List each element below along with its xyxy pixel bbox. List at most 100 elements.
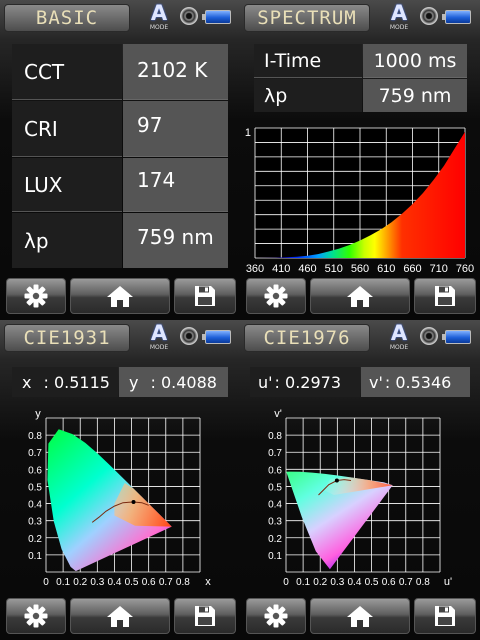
settings-button[interactable] [246, 598, 306, 634]
home-icon [347, 286, 373, 307]
mode-label: MODE [389, 24, 409, 31]
battery-icon [202, 330, 231, 344]
c31-y-tick-label: 0.7 [28, 448, 42, 459]
peak-wavelength-label: λp [12, 213, 122, 268]
gear-icon [24, 284, 48, 308]
c31-y-tick-label: 0.1 [28, 551, 42, 562]
spectrum-x-tick-label: 460 [298, 263, 316, 275]
spectrum-x-tick-label: 610 [377, 263, 395, 275]
home-button[interactable] [310, 598, 410, 634]
cie1976-panel: CIE1976 A MODE u' : 0.2973 v' : 0.5346 [240, 320, 480, 640]
c76-x-tick-label: 0.3 [330, 577, 344, 588]
shutter-icon[interactable] [420, 7, 438, 25]
save-button[interactable] [174, 598, 236, 634]
cri-value: 97 [123, 101, 228, 157]
basic-toolbar [0, 278, 240, 316]
c31-x-tick-label: 0.7 [159, 577, 173, 588]
c76-x-axis-label: u' [444, 576, 452, 588]
shutter-icon[interactable] [180, 7, 198, 25]
save-button[interactable] [414, 598, 476, 634]
spectrum-x-tick-label: 510 [325, 263, 343, 275]
settings-button[interactable] [6, 598, 66, 634]
c31-x-tick-label: 0.1 [56, 577, 70, 588]
x-value: : 0.5115 [43, 372, 110, 392]
gear-icon [264, 284, 288, 308]
c31-y-axis-label: y [35, 408, 41, 420]
lux-value: 174 [123, 158, 228, 212]
spectrum-x-tick-label: 660 [403, 263, 421, 275]
peak-wavelength-value: 759 nm [123, 213, 228, 268]
gear-icon [264, 604, 288, 628]
c76-y-tick-label: 0.3 [268, 517, 282, 528]
c76-y-tick-label: 0.6 [268, 465, 282, 476]
home-icon [107, 606, 133, 627]
spectrum-y-tick-label: 1 [245, 127, 251, 139]
cie1931-measured-point [131, 500, 136, 505]
y-label: y [129, 372, 139, 392]
spectrum-x-tick-label: 360 [246, 263, 264, 275]
spectrum-area [255, 131, 465, 258]
cie1931-chart: 0 0.1 0.2 0.3 0.4 0.5 0.6 0.7 0.80.10.20.30.40.5… [28, 408, 211, 588]
spectrum-x-tick-label: 760 [456, 263, 474, 275]
mode-letter: A [390, 321, 408, 345]
c31-y-tick-label: 0.6 [28, 465, 42, 476]
c76-x-tick-label: 0.2 [313, 577, 327, 588]
c76-x-tick-label: 0.5 [365, 577, 379, 588]
u-coordinate-box: u' : 0.2973 [250, 367, 360, 397]
x-coordinate-box: x : 0.5115 [12, 367, 118, 397]
c31-x-tick-label: 0.4 [107, 577, 121, 588]
c76-x-tick-label: 0.1 [296, 577, 310, 588]
battery-icon [202, 10, 231, 24]
cie1931-titlebar: CIE1931 A MODE [0, 320, 240, 356]
save-button[interactable] [174, 278, 236, 314]
c31-x-axis-label: x [205, 576, 211, 588]
cri-label: CRI [12, 101, 122, 157]
spectrum-title: SPECTRUM [244, 4, 370, 32]
mode-button[interactable]: A MODE [386, 2, 412, 32]
shutter-icon[interactable] [420, 327, 438, 345]
peak-wavelength-label: λp [254, 79, 362, 112]
x-label: x [22, 372, 32, 392]
cie1976-toolbar [240, 598, 480, 636]
y-coordinate-box: y : 0.4088 [119, 367, 228, 397]
mode-button[interactable]: A MODE [146, 322, 172, 352]
save-icon [435, 286, 455, 306]
battery-icon [442, 10, 471, 24]
c76-y-tick-label: 0.4 [268, 500, 282, 511]
gear-icon [24, 604, 48, 628]
mode-letter: A [150, 321, 168, 345]
spectrum-tick-labels: 360 410 460 510 560 610 660 710 760 1 [245, 127, 474, 275]
home-button[interactable] [70, 278, 170, 314]
v-label: v' [369, 372, 383, 392]
spectrum-chart: 360 410 460 510 560 610 660 710 760 1 [245, 127, 474, 275]
spectrum-titlebar: SPECTRUM A MODE [240, 0, 480, 36]
cie1976-chart: 0 0.1 0.2 0.3 0.4 0.5 0.6 0.7 0.80.10.20.30.40.5… [268, 408, 452, 588]
home-button[interactable] [310, 278, 410, 314]
c31-x-tick-label: 0.8 [176, 577, 190, 588]
integration-time-value: 1000 ms [363, 44, 467, 78]
c31-y-tick-label: 0.8 [28, 431, 42, 442]
cie1931-warm-overlay [114, 483, 172, 527]
mode-button[interactable]: A MODE [386, 322, 412, 352]
y-value: : 0.4088 [150, 372, 217, 392]
battery-icon [442, 330, 471, 344]
mode-button[interactable]: A MODE [146, 2, 172, 32]
c31-y-tick-label: 0.5 [28, 482, 42, 493]
home-icon [347, 606, 373, 627]
cie1931-tick-labels: 0 0.1 0.2 0.3 0.4 0.5 0.6 0.7 0.80.10.20.30.40.5… [28, 408, 211, 588]
mode-label: MODE [149, 24, 169, 31]
basic-panel: BASIC A MODE CCT 2102 K CRI 97 LUX 174 λ… [0, 0, 240, 320]
peak-wavelength-value: 759 nm [363, 79, 467, 112]
cie1931-toolbar [0, 598, 240, 636]
c76-x-tick-label: 0 [283, 577, 289, 588]
c31-x-tick-label: 0 [43, 577, 49, 588]
c76-y-axis-label: v' [274, 408, 282, 420]
v-value: : 0.5346 [384, 372, 452, 392]
c76-y-tick-label: 0.7 [268, 448, 282, 459]
shutter-icon[interactable] [180, 327, 198, 345]
home-button[interactable] [70, 598, 170, 634]
settings-button[interactable] [6, 278, 66, 314]
c76-x-tick-label: 0.8 [416, 577, 430, 588]
settings-button[interactable] [246, 278, 306, 314]
save-button[interactable] [414, 278, 476, 314]
